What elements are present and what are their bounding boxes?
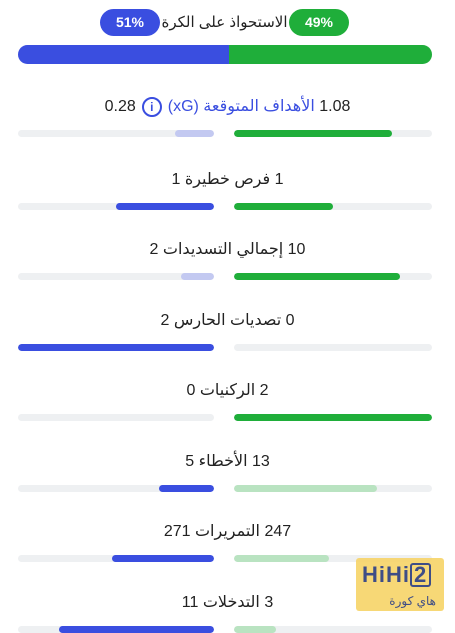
home-bar-fill	[234, 130, 393, 137]
away-value: 2	[160, 312, 170, 329]
away-bar-fill	[116, 203, 214, 210]
possession-title: الاستحواذ على الكرة	[161, 14, 288, 31]
home-bar-track	[234, 414, 432, 421]
stat-name: تصديات الحارس	[173, 312, 282, 329]
away-bar-fill	[18, 344, 214, 351]
away-value: 0	[186, 382, 196, 399]
home-bar-track	[234, 203, 432, 210]
stat-label: 2 الركنيات 0	[0, 380, 455, 400]
away-bar-fill	[180, 273, 214, 280]
stat-label: 10 إجمالي التسديدات 2	[0, 239, 455, 259]
home-value: 247	[264, 523, 292, 540]
stat-label: 1 فرص خطيرة 1	[0, 169, 455, 189]
logo-tagline: هاي كورة	[389, 594, 436, 608]
home-value: 2	[259, 382, 269, 399]
away-bar-track	[18, 626, 214, 633]
stat-name: الركنيات	[199, 382, 256, 399]
away-bar-track	[18, 130, 214, 137]
stat-name: فرص خطيرة	[184, 171, 271, 188]
stat-label: 3 التدخلات 11	[0, 592, 455, 612]
away-value: 11	[181, 594, 199, 611]
home-bar-track	[234, 130, 432, 137]
away-value: 2	[149, 241, 159, 258]
stat-label: 1.08 الأهداف المتوقعة (xG) i 0.28	[0, 96, 455, 117]
home-bar-track	[234, 555, 432, 562]
away-bar-track	[18, 273, 214, 280]
stat-name: الأخطاء	[198, 453, 248, 470]
home-value: 1	[274, 171, 284, 188]
home-bar-track	[234, 344, 432, 351]
away-bar-fill	[174, 130, 214, 137]
away-bar-fill	[112, 555, 214, 562]
home-bar-fill	[234, 555, 330, 562]
home-bar-fill	[234, 414, 432, 421]
away-value: 0.28	[104, 98, 136, 115]
home-bar-fill	[234, 203, 333, 210]
away-value: 271	[163, 523, 191, 540]
home-bar-fill	[234, 485, 377, 492]
away-possession-badge: 51%	[100, 9, 160, 36]
possession-header: 51% الاستحواذ على الكرة 49%	[0, 9, 455, 37]
home-value: 0	[285, 312, 295, 329]
home-bar-fill	[234, 626, 276, 633]
away-bar-fill	[159, 485, 214, 492]
possession-bar-away	[18, 45, 230, 64]
home-bar-track	[234, 485, 432, 492]
home-bar-track	[234, 273, 432, 280]
away-bar-track	[18, 344, 214, 351]
home-bar-fill	[234, 273, 401, 280]
away-bar-track	[18, 485, 214, 492]
stat-label: 0 تصديات الحارس 2	[0, 310, 455, 330]
possession-bar-home	[229, 45, 432, 64]
home-value: 10	[287, 241, 306, 258]
away-value: 5	[185, 453, 195, 470]
logo-brand: HiHi 2	[362, 562, 432, 588]
home-possession-badge: 49%	[289, 9, 349, 36]
home-value: 3	[264, 594, 274, 611]
stat-name: الأهداف المتوقعة	[203, 98, 315, 115]
hihi2-logo: HiHi 2 هاي كورة	[356, 558, 444, 611]
stat-label: 13 الأخطاء 5	[0, 451, 455, 471]
stat-suffix: (xG)	[167, 98, 199, 115]
home-value: 13	[252, 453, 270, 470]
home-bar-track	[234, 626, 432, 633]
away-bar-track	[18, 203, 214, 210]
stat-label: 247 التمريرات 271	[0, 521, 455, 541]
away-bar-track	[18, 414, 214, 421]
away-value: 1	[171, 171, 181, 188]
stat-name: التمريرات	[194, 523, 260, 540]
away-bar-track	[18, 555, 214, 562]
possession-bar	[18, 45, 432, 64]
info-icon[interactable]: i	[141, 96, 162, 117]
away-bar-fill	[59, 626, 214, 633]
stat-name: إجمالي التسديدات	[162, 241, 284, 258]
stat-name: التدخلات	[202, 594, 260, 611]
home-value: 1.08	[319, 98, 351, 115]
